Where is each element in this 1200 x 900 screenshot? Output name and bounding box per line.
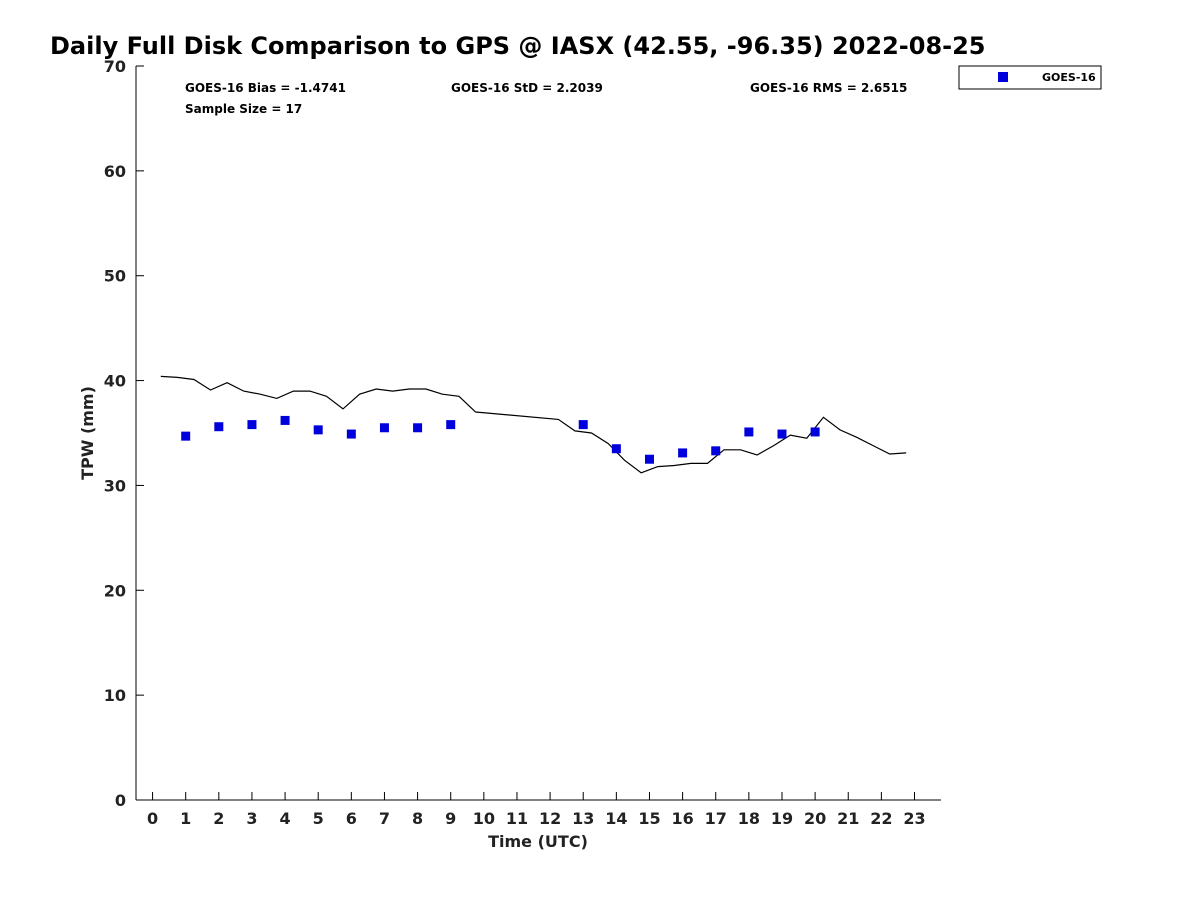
goes16-point-5 [313,425,323,435]
goes16-point-1 [181,431,191,441]
goes-marker-layer [181,415,820,464]
stat-std: GOES-16 StD = 2.2039 [451,81,603,95]
goes16-point-13 [578,420,588,430]
goes16-point-16 [678,448,688,458]
x-tick-label-9: 9 [445,809,456,828]
legend-box [958,65,1102,90]
x-tick-label-16: 16 [671,809,693,828]
goes16-point-14 [611,444,621,454]
x-tick-label-13: 13 [572,809,594,828]
x-tick-label-23: 23 [903,809,925,828]
x-tick-label-1: 1 [180,809,191,828]
y-tick-label-70: 70 [104,57,126,76]
goes16-point-6 [346,429,356,439]
y-axis-label: TPW (mm) [78,386,97,480]
goes16-point-3 [247,420,257,430]
y-tick-label-20: 20 [104,581,126,600]
x-tick-label-20: 20 [804,809,826,828]
goes16-point-18 [744,427,754,437]
goes16-point-20 [810,427,820,437]
x-tick-label-12: 12 [539,809,561,828]
x-tick-label-8: 8 [412,809,423,828]
goes16-point-9 [446,420,456,430]
x-tick-label-10: 10 [473,809,495,828]
y-tick-label-60: 60 [104,162,126,181]
x-tick-label-2: 2 [213,809,224,828]
y-tick-label-30: 30 [104,476,126,495]
legend: GOES-16 [958,65,1102,90]
x-tick-label-5: 5 [313,809,324,828]
x-tick-label-7: 7 [379,809,390,828]
x-axis-label: Time (UTC) [488,832,588,851]
gps-line [160,375,907,474]
goes16-point-19 [777,429,787,439]
y-tick-label-50: 50 [104,267,126,286]
y-tick-label-10: 10 [104,686,126,705]
x-tick-label-21: 21 [837,809,859,828]
chart-title: Daily Full Disk Comparison to GPS @ IASX… [50,32,986,60]
x-tick-label-0: 0 [147,809,158,828]
goes16-point-4 [280,415,290,425]
x-tick-label-11: 11 [506,809,528,828]
stat-bias: GOES-16 Bias = -1.4741 [185,81,346,95]
y-tick-label-0: 0 [115,791,126,810]
goes16-point-17 [711,446,721,456]
legend-label-goes16: GOES-16 [1042,71,1096,84]
x-tick-label-18: 18 [738,809,760,828]
x-tick-label-3: 3 [246,809,257,828]
x-tick-label-19: 19 [771,809,793,828]
x-tick-label-14: 14 [605,809,627,828]
legend-marker-goes16 [998,72,1008,82]
stat-sample-size: Sample Size = 17 [185,102,302,116]
gps-line-layer [160,375,907,474]
x-tick-label-15: 15 [638,809,660,828]
y-tick-label-40: 40 [104,372,126,391]
goes16-point-8 [413,423,423,433]
x-tick-label-17: 17 [705,809,727,828]
x-tick-label-6: 6 [346,809,357,828]
x-tick-label-22: 22 [870,809,892,828]
stat-rms: GOES-16 RMS = 2.6515 [750,81,907,95]
goes16-point-7 [379,423,389,433]
goes16-point-15 [644,454,654,464]
goes16-point-2 [214,422,224,432]
x-tick-label-4: 4 [280,809,291,828]
